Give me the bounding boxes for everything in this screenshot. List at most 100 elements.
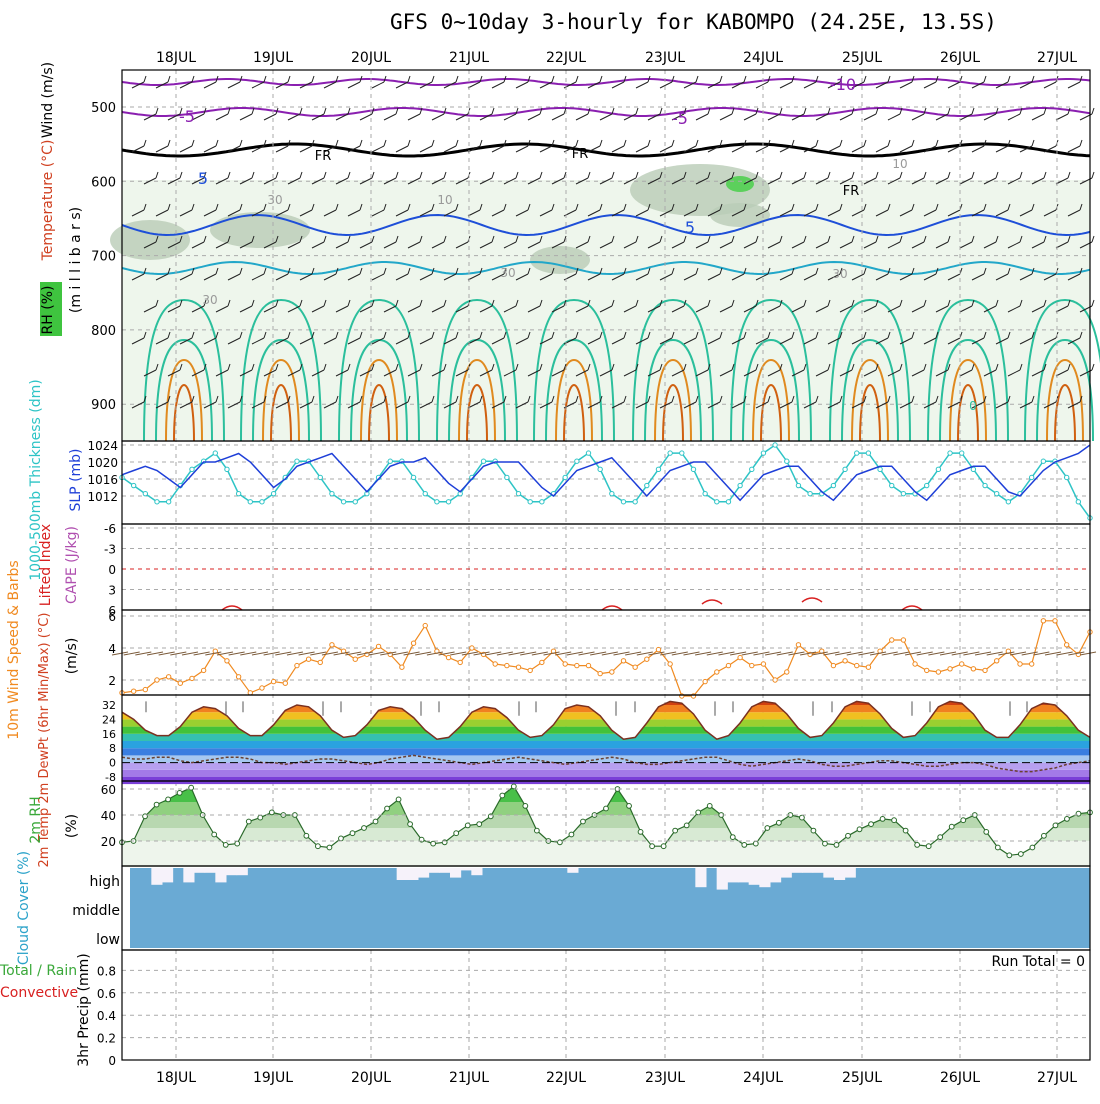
wind-barb xyxy=(335,305,349,313)
wind-barb xyxy=(767,305,781,313)
wind-barb xyxy=(827,401,841,409)
wind-barb xyxy=(1067,209,1081,217)
wind-barb-flag xyxy=(899,107,903,115)
wind-barb xyxy=(179,401,193,409)
wind-barb xyxy=(647,241,661,249)
slp-tick: 1012 xyxy=(87,490,118,504)
slp-tick: 1020 xyxy=(87,456,118,470)
wind-barb xyxy=(741,651,758,656)
wind-barb xyxy=(323,81,337,89)
wind-barb-flag xyxy=(335,139,339,147)
wind-barb xyxy=(587,81,601,89)
rh-point xyxy=(372,818,379,825)
wind-barb xyxy=(215,113,229,121)
wind-barb-flag xyxy=(347,107,351,115)
wind-barb xyxy=(515,81,529,89)
wind-barb xyxy=(146,651,164,656)
wind-barb xyxy=(275,273,289,281)
wind-barb xyxy=(779,273,793,281)
wind-barb-flag xyxy=(395,363,399,371)
wind-barb-flag xyxy=(623,139,627,147)
wind-barb xyxy=(310,651,327,656)
wind-speed-point xyxy=(795,642,802,648)
wind-barb xyxy=(1067,273,1081,281)
rh-point xyxy=(672,827,679,834)
wind-barb xyxy=(143,177,157,185)
thickness-line-point xyxy=(445,499,452,505)
wind-barb xyxy=(491,145,505,153)
wind-barb-flag xyxy=(491,363,495,371)
wind-barb-flag xyxy=(551,75,555,83)
wind-barb xyxy=(671,177,685,185)
wind-barb-flag xyxy=(935,203,939,211)
wind-barb-flag xyxy=(743,139,747,147)
wind-barb-flag xyxy=(707,235,711,243)
wind-speed-point xyxy=(247,690,253,696)
wind-barb xyxy=(359,369,373,377)
contour-hot-tongue xyxy=(270,383,292,442)
thickness-line-point xyxy=(235,490,242,497)
wind-barb xyxy=(275,401,289,409)
wind-speed-point xyxy=(947,666,953,672)
wind-barb xyxy=(311,177,325,185)
wind-barb xyxy=(215,177,229,185)
wind-barb xyxy=(443,401,457,409)
wind-barb-flag xyxy=(239,139,243,147)
wind-barb-flag xyxy=(179,363,183,371)
wind-barb-flag xyxy=(203,171,207,179)
wind-barb xyxy=(887,369,901,377)
contour-label: 5 xyxy=(198,169,208,188)
cloud-high-bar xyxy=(460,868,472,871)
cloud-high-bar xyxy=(844,868,856,878)
chart-title: GFS 0~10day 3-hourly for KABOMPO (24.25E… xyxy=(390,10,997,34)
wind-barb-flag xyxy=(671,75,675,83)
wind-barb-flag xyxy=(899,299,903,307)
wind-barb xyxy=(935,177,949,185)
wind-barb xyxy=(743,305,757,313)
wind-barb xyxy=(347,273,361,281)
thickness-line-point xyxy=(842,466,848,473)
wind-barb-flag xyxy=(911,139,915,147)
wind-barb xyxy=(731,145,745,153)
wind-barb-flag xyxy=(215,75,219,83)
rh-swatch xyxy=(40,282,62,336)
wind-barb xyxy=(1043,81,1057,89)
wind-barb xyxy=(311,113,325,121)
wind-barb xyxy=(791,113,805,121)
wind-barb xyxy=(515,337,529,345)
wind-barb-flag xyxy=(515,107,519,115)
thickness-line-point xyxy=(865,450,872,456)
wind-barb xyxy=(695,241,709,249)
wind-barb-flag xyxy=(1043,171,1047,179)
wind-barb xyxy=(1055,305,1069,313)
wind-barb xyxy=(455,369,469,377)
wind-barb-flag xyxy=(803,363,807,371)
wind-barb xyxy=(155,209,169,217)
contour-label: 0 xyxy=(969,399,977,413)
wind-speed-point xyxy=(165,674,172,680)
wind-barb xyxy=(647,113,661,121)
contour-hot-tongue xyxy=(662,383,684,442)
wind-barb-flag xyxy=(851,235,855,243)
wind-barb-flag xyxy=(995,107,999,115)
wind-barb xyxy=(1031,305,1045,313)
wind-barb xyxy=(851,209,865,217)
wind-barb xyxy=(333,651,350,656)
wind-barb-flag xyxy=(179,171,183,179)
wind-barb-flag xyxy=(191,395,195,403)
rh-point xyxy=(994,844,1001,851)
wind-barb-flag xyxy=(1007,267,1011,275)
wind-barb-flag xyxy=(935,331,939,339)
cloud-high-bar xyxy=(823,868,835,878)
wind-barb-flag xyxy=(227,363,231,371)
wind-barb xyxy=(791,305,805,313)
wind-barb xyxy=(131,273,145,281)
wind-barb-flag xyxy=(563,299,567,307)
wind-barb xyxy=(803,401,817,409)
bottom-day-label: 20JUL xyxy=(351,1070,391,1086)
wind-barb xyxy=(359,113,373,121)
wind-barb-flag xyxy=(803,235,807,243)
wind-barb-flag xyxy=(383,395,387,403)
rh-point xyxy=(822,840,828,847)
wind-barb-flag xyxy=(839,331,843,339)
